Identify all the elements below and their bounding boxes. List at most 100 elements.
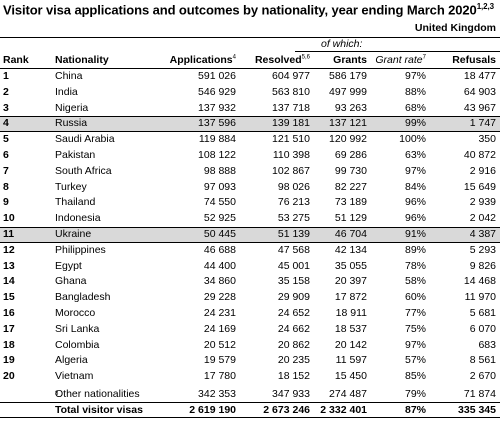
cell-grant-rate: 99% <box>404 117 426 130</box>
header-rank: Rank <box>3 54 29 66</box>
table-row: 18 Colombia 20 512 20 862 20 142 97% 683 <box>0 338 500 354</box>
other-nationalities-row: Other nationalities 8 342 353 347 933 274… <box>0 387 500 402</box>
cell-resolved: 47 568 <box>277 243 310 256</box>
cell-resolved: 139 181 <box>272 117 310 130</box>
cell-rank: 4 <box>3 117 9 130</box>
cell-refusals: 15 649 <box>463 180 496 193</box>
table-row: 13 Egypt 44 400 45 001 35 055 78% 9 826 <box>0 259 500 275</box>
cell-refusals: 2 670 <box>469 370 496 383</box>
cell-nationality: Morocco <box>55 306 96 319</box>
cell-refusals: 1 747 <box>469 117 496 130</box>
cell-resolved: 45 001 <box>277 259 310 272</box>
table-row: 12 Philippines 46 688 47 568 42 134 89% 5 293 <box>0 243 500 259</box>
cell-grant-rate: 100% <box>399 133 426 146</box>
cell-resolved: 29 909 <box>277 291 310 304</box>
cell-refusals: 4 387 <box>469 227 496 240</box>
cell-rank: 14 <box>3 275 15 288</box>
cell-applications: 98 888 <box>203 164 236 177</box>
cell-applications: 44 400 <box>203 259 236 272</box>
cell-rank: 11 <box>3 227 15 240</box>
cell-grant-rate: 85% <box>404 370 426 383</box>
cell-rank: 19 <box>3 354 15 367</box>
cell-grant-rate: 97% <box>404 164 426 177</box>
cell-nationality: Bangladesh <box>55 291 111 304</box>
cell-nationality: Indonesia <box>55 212 101 225</box>
other-refusals: 71 874 <box>463 388 496 400</box>
total-row: Total visitor visas 2 619 190 2 673 246 … <box>0 402 500 418</box>
cell-rank: 8 <box>3 180 9 193</box>
cell-grants: 20 397 <box>334 275 367 288</box>
cell-applications: 20 512 <box>203 338 236 351</box>
header-grant-rate-note: 7 <box>422 54 426 61</box>
header-rule <box>0 68 500 69</box>
title-footnote-marker: 1,2,3 <box>476 2 494 11</box>
cell-grant-rate: 75% <box>404 322 426 335</box>
cell-nationality: Egypt <box>55 259 82 272</box>
cell-grants: 35 055 <box>334 259 367 272</box>
cell-grants: 42 134 <box>334 243 367 256</box>
cell-refusals: 683 <box>478 338 496 351</box>
cell-resolved: 563 810 <box>272 85 310 98</box>
cell-applications: 74 550 <box>203 196 236 209</box>
other-label-text: Other nationalities <box>55 388 140 400</box>
cell-refusals: 8 561 <box>469 354 496 367</box>
header-resolved-note: 5,6 <box>301 54 310 61</box>
cell-grant-rate: 96% <box>404 196 426 209</box>
other-grant-rate: 79% <box>404 388 426 400</box>
cell-grants: 15 450 <box>334 370 367 383</box>
table-row: 17 Sri Lanka 24 169 24 662 18 537 75% 6 070 <box>0 322 500 338</box>
top-rule <box>0 37 500 38</box>
cell-resolved: 98 026 <box>277 180 310 193</box>
cell-rank: 17 <box>3 322 15 335</box>
cell-nationality: Saudi Arabia <box>55 133 115 146</box>
cell-resolved: 76 213 <box>277 196 310 209</box>
cell-grants: 137 121 <box>329 117 367 130</box>
cell-refusals: 5 681 <box>469 306 496 319</box>
cell-rank: 15 <box>3 291 15 304</box>
cell-grants: 18 537 <box>334 322 367 335</box>
cell-refusals: 9 826 <box>469 259 496 272</box>
cell-grant-rate: 78% <box>404 259 426 272</box>
cell-rank: 7 <box>3 164 9 177</box>
header-applications-note: 4 <box>232 54 236 61</box>
table-row: 10 Indonesia 52 925 53 275 51 129 96% 2 042 <box>0 211 500 227</box>
total-grant-rate: 87% <box>404 404 426 416</box>
cell-resolved: 24 652 <box>277 306 310 319</box>
cell-applications: 29 228 <box>203 291 236 304</box>
cell-grant-rate: 58% <box>404 275 426 288</box>
cell-refusals: 2 916 <box>469 164 496 177</box>
cell-resolved: 20 235 <box>277 354 310 367</box>
total-label: Total visitor visas <box>55 404 143 416</box>
cell-nationality: Philippines <box>55 243 106 256</box>
cell-applications: 52 925 <box>203 212 236 225</box>
table-row: 2 India 546 929 563 810 497 999 88% 64 903 <box>0 85 500 101</box>
cell-grant-rate: 91% <box>404 227 426 240</box>
cell-rank: 18 <box>3 338 15 351</box>
table-row: 4 Russia 137 596 139 181 137 121 99% 1 747 <box>0 116 500 133</box>
cell-grants: 82 227 <box>334 180 367 193</box>
cell-nationality: Nigeria <box>55 101 89 114</box>
cell-applications: 17 780 <box>203 370 236 383</box>
cell-rank: 10 <box>3 212 15 225</box>
subheader-rule <box>295 51 500 52</box>
cell-grant-rate: 63% <box>404 148 426 161</box>
cell-grant-rate: 97% <box>404 338 426 351</box>
cell-grants: 586 179 <box>329 70 367 82</box>
cell-nationality: Ukraine <box>55 227 92 240</box>
cell-refusals: 350 <box>478 133 496 146</box>
cell-applications: 137 596 <box>198 117 236 130</box>
cell-applications: 19 579 <box>203 354 236 367</box>
cell-refusals: 2 042 <box>469 212 496 225</box>
header-resolved: Resolved5,6 <box>255 54 310 66</box>
cell-rank: 5 <box>3 133 9 146</box>
cell-nationality: South Africa <box>55 164 112 177</box>
cell-grants: 497 999 <box>329 85 367 98</box>
total-grants: 2 332 401 <box>320 404 367 416</box>
cell-resolved: 604 977 <box>272 70 310 82</box>
table-row: 8 Turkey 97 093 98 026 82 227 84% 15 649 <box>0 180 500 196</box>
cell-refusals: 6 070 <box>469 322 496 335</box>
other-label-note: 8 <box>55 391 59 397</box>
table-row: 15 Bangladesh 29 228 29 909 17 872 60% 11 970 <box>0 290 500 306</box>
cell-grants: 99 730 <box>334 164 367 177</box>
